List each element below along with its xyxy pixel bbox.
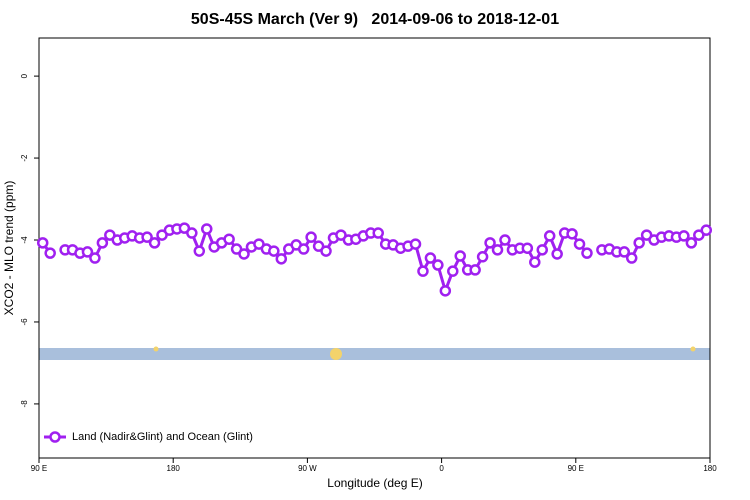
data-point [499, 234, 511, 246]
data-point [581, 247, 593, 259]
data-point [491, 244, 504, 256]
data-point [573, 238, 586, 250]
data-point [685, 237, 698, 249]
y-tick-label: -6 [20, 318, 29, 326]
data-point [305, 231, 317, 243]
data-point [297, 243, 310, 255]
data-point [238, 248, 250, 260]
legend-marker [49, 431, 61, 443]
x-tick-label: 180 [703, 464, 717, 473]
data-point [44, 247, 56, 259]
x-axis-label: Longitude (deg E) [327, 476, 422, 490]
x-tick-label: 90 W [298, 464, 317, 473]
y-axis-label: XCO2 - MLO trend (ppm) [2, 181, 16, 316]
data-point [81, 246, 94, 258]
data-point [543, 230, 556, 242]
data-point [551, 248, 563, 260]
data-point [469, 264, 481, 276]
data-point [223, 233, 235, 245]
data-point [148, 237, 161, 249]
data-point [700, 224, 713, 236]
data-point [186, 227, 198, 239]
data-point [536, 244, 548, 256]
data-point [633, 237, 645, 249]
data-point [320, 245, 332, 257]
data-point [36, 237, 49, 249]
data-point [372, 227, 384, 239]
y-tick-label: 0 [20, 73, 29, 78]
y-tick-label: -4 [20, 236, 29, 244]
data-point [447, 265, 459, 277]
data-point [424, 252, 437, 264]
plot-frame [38, 37, 711, 459]
x-tick-label: 90 E [568, 464, 584, 473]
data-point [625, 252, 638, 264]
data-point [409, 238, 422, 250]
coverage-spot [330, 348, 342, 360]
data-point [618, 246, 631, 258]
coverage-spot [153, 346, 159, 352]
y-tick-label: -8 [20, 400, 29, 408]
x-tick-label: 90 E [31, 464, 47, 473]
x-tick-label: 180 [167, 464, 181, 473]
data-point [439, 285, 452, 297]
data-point [454, 250, 466, 262]
data-point [566, 228, 578, 240]
coverage-spot [690, 346, 696, 352]
data-point [193, 245, 206, 257]
coverage-band [39, 348, 710, 360]
chart-title: 50S-45S March (Ver 9) 2014-09-06 to 2018… [191, 11, 559, 28]
x-tick-label: 0 [439, 464, 444, 473]
y-tick-label: -2 [20, 154, 29, 162]
data-point [476, 251, 489, 263]
data-point [89, 252, 101, 264]
data-point [268, 245, 280, 257]
data-point [141, 231, 153, 243]
data-point [529, 256, 541, 268]
data-point [678, 230, 690, 242]
data-point [201, 223, 213, 235]
legend-label: Land (Nadir&Glint) and Ocean (Glint) [72, 431, 253, 443]
data-point [96, 237, 109, 249]
data-point [521, 242, 534, 254]
data-point [417, 265, 429, 277]
data-point [432, 259, 444, 271]
data-point [275, 253, 288, 265]
data-point [484, 237, 496, 249]
